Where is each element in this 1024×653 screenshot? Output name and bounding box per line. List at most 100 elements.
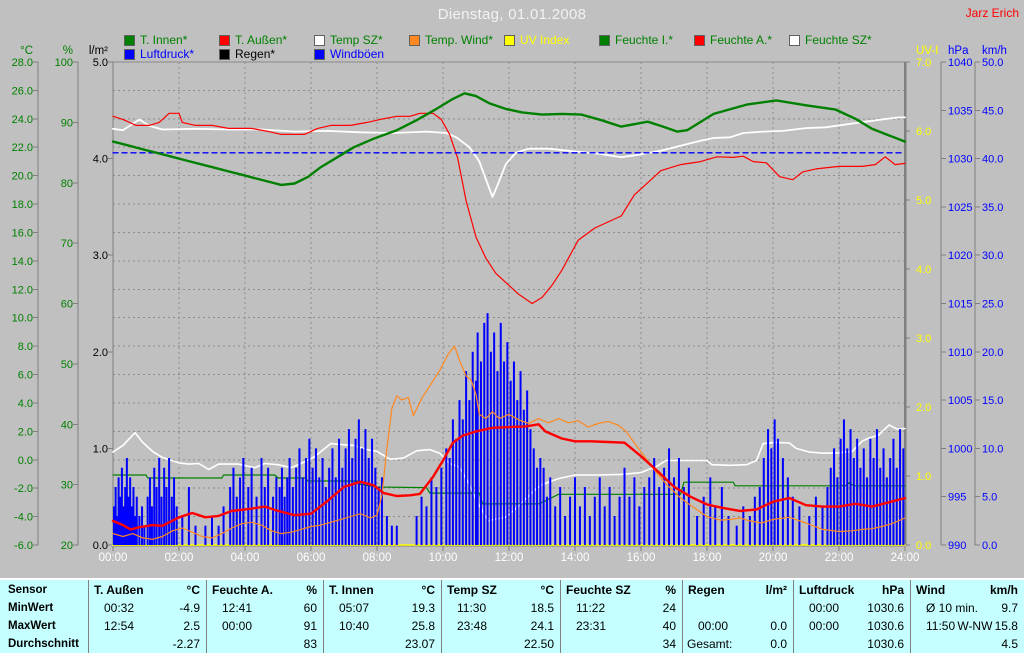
- svg-text:1040: 1040: [948, 57, 972, 69]
- svg-text:18:00: 18:00: [693, 552, 722, 564]
- legend-label: Temp SZ*: [330, 33, 383, 47]
- svg-text:3.0: 3.0: [93, 250, 108, 262]
- svg-text:995: 995: [948, 492, 966, 504]
- table-column-regen: Regen l/m² 00:00 0.0 Gesamt: 0.0: [682, 580, 793, 653]
- legend-swatch-icon: [409, 34, 420, 46]
- svg-text:50.0: 50.0: [982, 57, 1003, 69]
- sensor-name: T. Außen: [94, 583, 144, 597]
- svg-text:24.0: 24.0: [12, 114, 33, 126]
- legend-label: T. Außen*: [235, 33, 288, 47]
- table-row: [683, 599, 793, 617]
- svg-text:6.0: 6.0: [18, 370, 33, 382]
- table-column-t-innen: T. Innen °C 05:07 19.3 10:40 25.8 23.07: [323, 580, 441, 653]
- svg-text:1.0: 1.0: [93, 443, 108, 455]
- svg-text:20.0: 20.0: [12, 171, 33, 183]
- table-row: Regen l/m²: [683, 580, 793, 599]
- max-extra: W-NW: [957, 619, 993, 633]
- sensor-unit: %: [306, 583, 317, 597]
- table-column-luftdruck: Luftdruck hPa 00:00 1030.6 00:00 1030.6 1030.6: [793, 580, 910, 653]
- table-row: 23.07: [324, 635, 441, 653]
- svg-text:2.0: 2.0: [18, 426, 33, 438]
- table-row: 12:54 2.5: [89, 617, 206, 635]
- svg-text:1.0: 1.0: [916, 471, 931, 483]
- svg-text:2.0: 2.0: [916, 402, 931, 414]
- sensor-unit: °C: [421, 583, 435, 597]
- row-label-durchschnitt: Durchschnitt: [8, 638, 79, 650]
- table-row: 83: [207, 635, 323, 653]
- min-value: 9.7: [1001, 601, 1018, 615]
- svg-text:16.0: 16.0: [12, 227, 33, 239]
- sensor-name: Feuchte SZ: [566, 583, 631, 597]
- svg-text:1005: 1005: [948, 395, 972, 407]
- max-time: 12:54: [104, 619, 135, 633]
- svg-text:4.0: 4.0: [18, 398, 33, 410]
- svg-text:1000: 1000: [948, 443, 972, 455]
- min-time: 11:30: [457, 601, 487, 615]
- avg-value: 4.5: [1001, 637, 1018, 651]
- row-label-maxwert: MaxWert: [8, 620, 56, 632]
- table-row: T. Innen °C: [324, 580, 441, 599]
- svg-text:%: %: [63, 45, 73, 57]
- sensor-name: Wind: [916, 583, 946, 597]
- svg-text:4.0: 4.0: [93, 154, 108, 166]
- min-value: 60: [303, 601, 317, 615]
- table-row: 4.5: [911, 635, 1024, 653]
- max-time: 11:50: [926, 619, 956, 633]
- sensor-unit: l/m²: [765, 583, 787, 597]
- svg-text:28.0: 28.0: [12, 57, 33, 69]
- svg-text:0.0: 0.0: [916, 540, 931, 552]
- svg-text:70: 70: [61, 238, 73, 250]
- weather-chart[interactable]: °C28.0 26.0 24.0 22.0 20.0 18.0 16.0 14.0 12.0 10…: [0, 0, 1024, 578]
- max-time: 10:40: [339, 619, 370, 633]
- table-row: 00:00 1030.6: [794, 617, 910, 635]
- legend-label: Feuchte A.*: [710, 33, 773, 47]
- legend-label: Feuchte I.*: [615, 33, 674, 47]
- legend-swatch-icon: [599, 34, 610, 46]
- svg-text:15.0: 15.0: [982, 395, 1003, 407]
- legend-swatch-icon: [789, 34, 800, 46]
- avg-label: [89, 635, 93, 653]
- svg-text:990: 990: [948, 540, 966, 552]
- svg-text:20: 20: [61, 540, 73, 552]
- table-row: T. Außen °C: [89, 580, 206, 599]
- min-time: 00:32: [104, 601, 135, 615]
- svg-text:10.0: 10.0: [982, 443, 1003, 455]
- table-row: 34: [561, 635, 682, 653]
- avg-value: 1030.6: [867, 637, 904, 651]
- table-row: Feuchte A.%: [207, 580, 323, 599]
- table-column-feuchte-a: Feuchte A.% 12:41 60 00:00 91 83: [206, 580, 323, 653]
- svg-text:20:00: 20:00: [759, 552, 788, 564]
- min-value: 24: [662, 601, 676, 615]
- legend-item-regen-: Regen*: [219, 47, 314, 61]
- max-value: 40: [662, 619, 676, 633]
- legend-swatch-icon: [314, 48, 325, 60]
- table-row: 00:00 91: [207, 617, 323, 635]
- svg-text:08:00: 08:00: [363, 552, 392, 564]
- min-time: [683, 599, 698, 617]
- row-label-sensor: Sensor: [8, 584, 47, 596]
- avg-value: 23.07: [404, 637, 435, 651]
- min-time: 00:00: [809, 601, 840, 615]
- min-time: 12:41: [222, 601, 253, 615]
- avg-label: [207, 635, 211, 653]
- stats-table: Sensor MinWert MaxWert Durchschnitt T. A…: [0, 578, 1024, 653]
- svg-text:10.0: 10.0: [12, 313, 33, 325]
- svg-text:7.0: 7.0: [916, 57, 931, 69]
- legend-item-feuchte-i-: Feuchte I.*: [599, 33, 694, 47]
- svg-text:l/m²: l/m²: [89, 45, 108, 57]
- page-title: Dienstag, 01.01.2008: [437, 6, 587, 23]
- legend-swatch-icon: [219, 48, 230, 60]
- svg-text:100: 100: [55, 57, 73, 69]
- svg-text:18.0: 18.0: [12, 199, 33, 211]
- svg-text:hPa: hPa: [948, 45, 969, 57]
- table-row: 12:41 60: [207, 599, 323, 617]
- max-value: 2.5: [183, 619, 200, 633]
- legend-swatch-icon: [219, 34, 230, 46]
- legend-label: Regen*: [235, 47, 276, 61]
- svg-text:1010: 1010: [948, 347, 972, 359]
- legend-item-feuchte-a-: Feuchte A.*: [694, 33, 789, 47]
- svg-text:0.0: 0.0: [18, 455, 33, 467]
- svg-text:25.0: 25.0: [982, 299, 1003, 311]
- svg-text:1025: 1025: [948, 202, 972, 214]
- avg-label: [911, 635, 915, 653]
